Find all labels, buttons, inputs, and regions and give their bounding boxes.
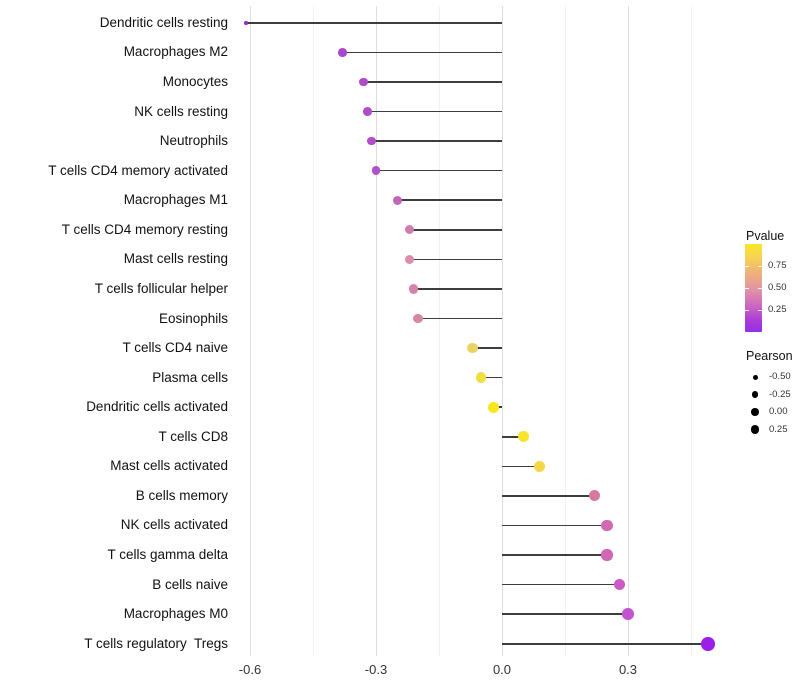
pvalue-legend-title: Pvalue bbox=[746, 229, 785, 243]
colorbar-tick bbox=[745, 288, 749, 289]
lollipop-segment bbox=[413, 288, 502, 290]
lollipop-segment bbox=[502, 613, 628, 615]
lollipop-dot bbox=[475, 372, 487, 383]
y-axis-label: T cells CD4 naive bbox=[122, 340, 228, 356]
x-axis-tick-label: -0.3 bbox=[364, 662, 388, 677]
gridline-minor bbox=[564, 6, 566, 656]
lollipop-segment bbox=[371, 140, 502, 142]
lollipop-dot bbox=[467, 342, 478, 354]
lollipop-dot bbox=[413, 313, 423, 324]
lollipop-segment bbox=[502, 583, 620, 586]
y-axis-label: Mast cells activated bbox=[110, 458, 228, 474]
lollipop-dot bbox=[409, 284, 419, 294]
gridline-major bbox=[375, 6, 377, 656]
pearson-legend-label: -0.50 bbox=[769, 371, 791, 382]
y-axis-label: Macrophages M1 bbox=[123, 192, 228, 208]
pearson-legend-title: Pearson bbox=[746, 349, 793, 363]
colorbar-tick bbox=[745, 266, 749, 267]
y-axis-label: Macrophages M2 bbox=[123, 44, 228, 60]
lollipop-segment bbox=[397, 199, 502, 201]
x-axis-tick-label: 0.3 bbox=[618, 662, 638, 677]
gridline-minor bbox=[690, 6, 692, 656]
lollipop-dot bbox=[701, 637, 715, 651]
pearson-legend-label: 0.00 bbox=[769, 406, 788, 417]
y-axis-label: Plasma cells bbox=[152, 369, 228, 385]
lollipop-dot bbox=[622, 608, 634, 620]
x-axis-tick-label: -0.6 bbox=[238, 662, 262, 677]
gridline-major bbox=[501, 6, 503, 656]
y-axis-label: Neutrophils bbox=[159, 133, 228, 149]
y-axis-label: NK cells resting bbox=[134, 103, 228, 119]
colorbar-tick-label: 0.50 bbox=[768, 282, 787, 293]
lollipop-dot bbox=[488, 401, 499, 413]
lollipop-segment bbox=[409, 229, 502, 231]
y-axis-label: T cells regulatory Tregs bbox=[84, 635, 228, 651]
pearson-legend-dot bbox=[750, 425, 760, 434]
lollipop-segment bbox=[367, 110, 502, 113]
lollipop-dot bbox=[367, 136, 377, 146]
y-axis-label: Dendritic cells resting bbox=[99, 14, 228, 30]
x-axis-tick-label: 0.0 bbox=[492, 662, 512, 677]
pvalue-colorbar bbox=[745, 244, 762, 332]
y-axis-label: Mast cells resting bbox=[123, 251, 228, 267]
y-axis-label: T cells CD8 bbox=[158, 428, 228, 444]
lollipop-segment bbox=[409, 258, 502, 261]
pearson-legend-label: -0.25 bbox=[769, 388, 791, 400]
y-axis-label: B cells naive bbox=[152, 576, 228, 592]
y-axis-label: Dendritic cells activated bbox=[86, 399, 228, 415]
lollipop-dot bbox=[601, 519, 613, 532]
lollipop-segment bbox=[481, 376, 502, 379]
colorbar-tick bbox=[758, 266, 762, 267]
colorbar-tick-label: 0.25 bbox=[768, 304, 787, 315]
y-axis-label: T cells follicular helper bbox=[94, 280, 228, 296]
lollipop-segment bbox=[502, 495, 595, 497]
lollipop-segment bbox=[363, 81, 502, 83]
lollipop-dot bbox=[534, 460, 546, 472]
colorbar-tick bbox=[745, 310, 749, 311]
lollipop-segment bbox=[502, 643, 708, 645]
y-axis-label: Macrophages M0 bbox=[123, 606, 228, 622]
lollipop-segment bbox=[502, 524, 607, 527]
lollipop-dot bbox=[588, 490, 600, 502]
y-axis-label: Monocytes bbox=[162, 73, 228, 89]
pearson-legend-dot bbox=[751, 391, 759, 398]
lollipop-dot bbox=[405, 254, 415, 264]
lollipop-dot bbox=[244, 21, 248, 25]
y-axis-label: NK cells activated bbox=[120, 517, 228, 533]
lollipop-dot bbox=[359, 77, 368, 87]
pearson-legend-label: 0.25 bbox=[769, 423, 788, 435]
colorbar-tick bbox=[758, 288, 762, 289]
pearson-legend-dot bbox=[752, 374, 758, 380]
lollipop-segment bbox=[376, 169, 502, 172]
colorbar-tick-label: 0.75 bbox=[768, 260, 787, 271]
y-axis-label: T cells CD4 memory resting bbox=[61, 221, 228, 237]
lollipop-dot bbox=[613, 578, 626, 591]
y-axis-label: B cells memory bbox=[135, 487, 228, 503]
gridline-major bbox=[627, 6, 629, 656]
lollipop-dot bbox=[371, 166, 381, 176]
lollipop-segment bbox=[502, 554, 607, 556]
colorbar-tick bbox=[758, 310, 762, 311]
lollipop-dot bbox=[338, 48, 347, 57]
y-axis-label: T cells gamma delta bbox=[107, 547, 228, 563]
lollipop-segment bbox=[342, 51, 502, 54]
lollipop-dot bbox=[392, 195, 402, 205]
y-axis-label: T cells CD4 memory activated bbox=[48, 162, 228, 178]
lollipop-dot bbox=[405, 225, 415, 235]
lollipop-dot bbox=[517, 431, 529, 443]
gridline-minor bbox=[438, 6, 440, 656]
lollipop-dot bbox=[601, 549, 613, 561]
gridline-minor bbox=[312, 6, 314, 656]
lollipop-segment bbox=[502, 465, 540, 468]
lollipop-segment bbox=[472, 347, 502, 349]
y-axis-label: Eosinophils bbox=[158, 310, 228, 326]
lollipop-segment bbox=[245, 22, 502, 24]
gridline-major bbox=[249, 6, 251, 656]
lollipop-dot bbox=[363, 107, 372, 116]
lollipop-segment bbox=[502, 436, 523, 438]
lollipop-segment bbox=[418, 317, 502, 320]
pearson-legend-dot bbox=[751, 408, 759, 416]
